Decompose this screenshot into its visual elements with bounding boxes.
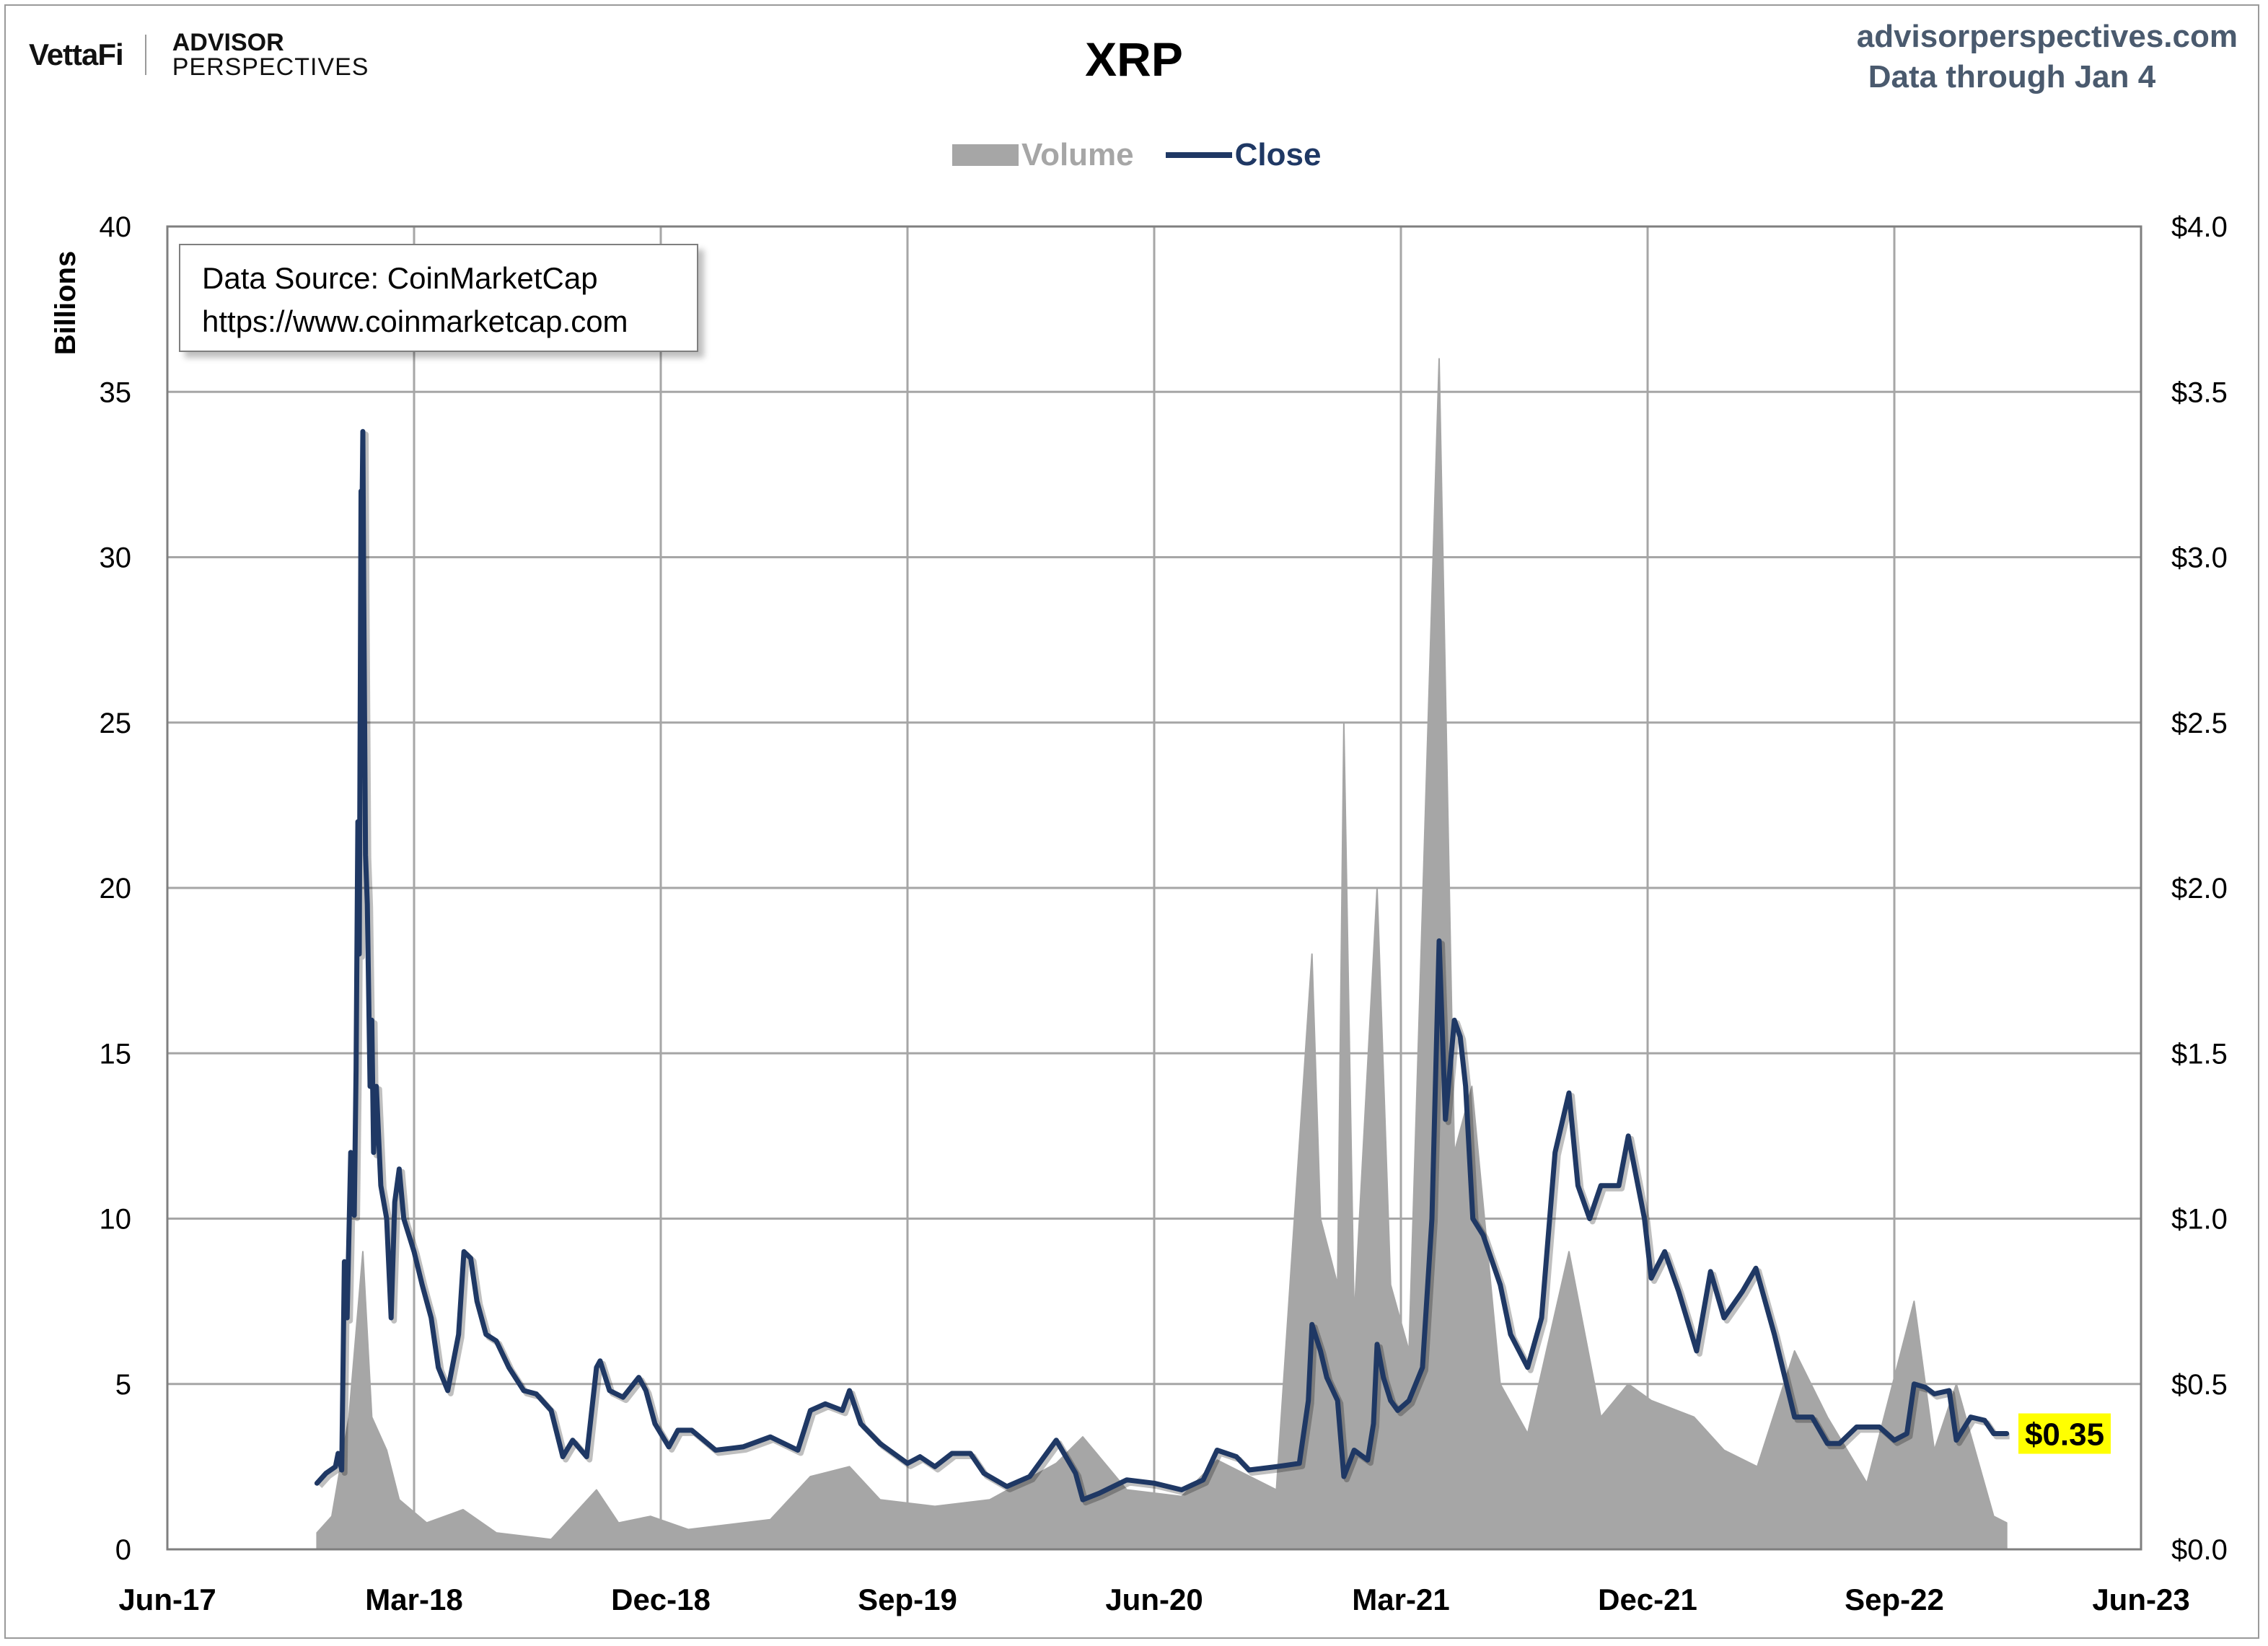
y-left-tick-label: 5 xyxy=(115,1369,131,1401)
last-value-badge xyxy=(2018,1413,2111,1454)
y-right-tick-label: $1.5 xyxy=(2171,1038,2228,1070)
x-tick-label: Mar-21 xyxy=(1352,1583,1449,1616)
vettafi-logo: VettaFi xyxy=(29,38,124,71)
x-tick-label: Dec-18 xyxy=(611,1583,711,1616)
y-left-tick-label: 0 xyxy=(115,1534,131,1566)
logo-divider xyxy=(144,35,146,75)
close-line xyxy=(314,428,2010,1502)
chart-legend: Volume Close xyxy=(952,137,1321,173)
plot-border xyxy=(166,225,2142,1551)
y-right-tick-label: $1.0 xyxy=(2171,1204,2228,1236)
volume-area xyxy=(316,358,2008,1550)
brand-logo: VettaFi ADVISOR PERSPECTIVES xyxy=(29,30,369,79)
volume-area-layer xyxy=(316,358,2008,1550)
y-right-tick-label: $2.5 xyxy=(2171,708,2228,739)
legend-close-swatch xyxy=(1165,152,1232,158)
y-right-tick-label: $0.0 xyxy=(2171,1534,2228,1566)
close-line-layer: $0.35 xyxy=(314,428,2111,1506)
y-left-tick-label: 15 xyxy=(100,1038,132,1070)
y-right-tick-label: $2.0 xyxy=(2171,873,2228,905)
y-left-axis-label: Billions xyxy=(50,251,82,355)
y-left-tick-label: 40 xyxy=(100,211,132,243)
site-credit: advisorperspectives.com Data through Jan… xyxy=(1857,19,2238,95)
data-source-line: Data Source: CoinMarketCap xyxy=(202,261,598,295)
data-through-label: Data through Jan 4 xyxy=(1868,59,2156,94)
y-left-tick-label: 25 xyxy=(100,708,132,739)
x-tick-label: Jun-23 xyxy=(2092,1583,2189,1616)
x-tick-label: Sep-22 xyxy=(1845,1583,1944,1616)
axes: 0 $0.0 5 $0.5 10 $1.0 15 $1.5 20 $2.0 25 $2.5 30 $3.0… xyxy=(100,211,2228,1616)
y-right-tick-label: $3.0 xyxy=(2171,542,2228,574)
logo-line-2: PERSPECTIVES xyxy=(172,53,369,81)
chart-frame xyxy=(4,4,2259,1639)
legend-close-label: Close xyxy=(1234,137,1322,172)
y-left-tick-label: 10 xyxy=(100,1204,132,1236)
data-source-url: https://www.coinmarketcap.com xyxy=(202,304,628,338)
y-right-tick-label: $0.5 xyxy=(2171,1369,2228,1401)
x-tick-label: Jun-20 xyxy=(1105,1583,1203,1616)
x-tick-label: Mar-18 xyxy=(365,1583,462,1616)
last-value-label: $0.35 xyxy=(2025,1417,2104,1453)
chart-title: XRP xyxy=(1085,32,1183,86)
advisor-perspectives-logo: ADVISOR PERSPECTIVES xyxy=(172,30,369,79)
gridlines xyxy=(166,225,2142,1551)
y-left-tick-label: 20 xyxy=(100,873,132,905)
y-right-tick-label: $4.0 xyxy=(2171,211,2228,243)
logo-line-1: ADVISOR xyxy=(172,29,284,56)
close-line-shadow xyxy=(317,431,2010,1506)
data-source-box: Data Source: CoinMarketCap https://www.c… xyxy=(179,244,698,352)
x-tick-label: Dec-21 xyxy=(1598,1583,1697,1616)
site-url: advisorperspectives.com xyxy=(1856,19,2238,54)
y-left-tick-label: 35 xyxy=(100,377,132,408)
x-tick-label: Sep-19 xyxy=(858,1583,957,1616)
y-left-tick-label: 30 xyxy=(100,542,132,574)
legend-volume-label: Volume xyxy=(1021,137,1134,172)
y-right-tick-label: $3.5 xyxy=(2171,377,2228,408)
x-tick-label: Jun-17 xyxy=(118,1583,216,1616)
legend-volume-swatch xyxy=(952,144,1019,166)
